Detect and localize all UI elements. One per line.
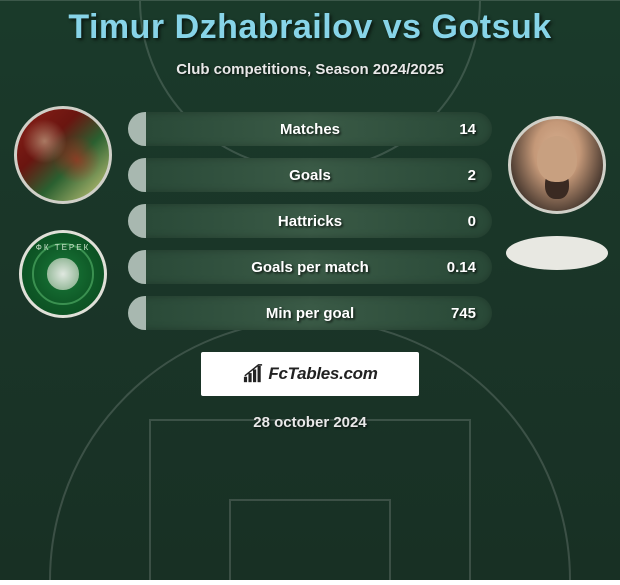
stat-value-right: 745 <box>451 305 476 322</box>
stat-label: Goals <box>289 167 331 184</box>
stat-value-right: 0.14 <box>447 259 476 276</box>
stat-value-right: 0 <box>468 213 476 230</box>
right-column <box>502 106 612 270</box>
stat-value-right: 14 <box>459 121 476 138</box>
chart-icon <box>242 364 264 384</box>
stat-row: Goals per match 0.14 <box>128 250 492 284</box>
date: 28 october 2024 <box>0 414 620 431</box>
stat-row: Goals 2 <box>128 158 492 192</box>
stat-label: Hattricks <box>278 213 342 230</box>
subtitle: Club competitions, Season 2024/2025 <box>0 61 620 78</box>
player1-avatar <box>14 106 112 204</box>
stat-row: Min per goal 745 <box>128 296 492 330</box>
player2-crest-placeholder <box>506 236 608 270</box>
stats-list: Matches 14 Goals 2 Hattricks 0 Goals per… <box>118 106 502 330</box>
stat-label: Goals per match <box>251 259 369 276</box>
fctables-logo: FcTables.com <box>201 352 419 396</box>
stat-row: Hattricks 0 <box>128 204 492 238</box>
player1-crest: ФК ТЕРЕК <box>19 230 107 318</box>
crest-label: ФК ТЕРЕК <box>36 243 91 252</box>
stat-label: Min per goal <box>266 305 354 322</box>
left-column: ФК ТЕРЕК <box>8 106 118 318</box>
stat-value-right: 2 <box>468 167 476 184</box>
stat-label: Matches <box>280 121 340 138</box>
comparison-row: ФК ТЕРЕК Matches 14 Goals 2 Hattricks 0 … <box>0 106 620 330</box>
player2-avatar <box>508 116 606 214</box>
logo-text: FcTables.com <box>268 364 377 384</box>
content: Timur Dzhabrailov vs Gotsuk Club competi… <box>0 0 620 580</box>
stat-row: Matches 14 <box>128 112 492 146</box>
page-title: Timur Dzhabrailov vs Gotsuk <box>0 8 620 47</box>
